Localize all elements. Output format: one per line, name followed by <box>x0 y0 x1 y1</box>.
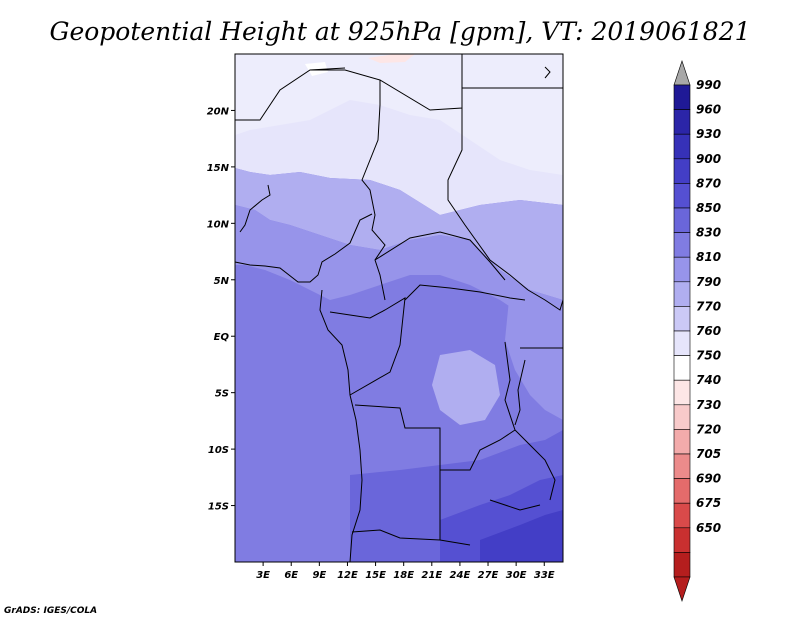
colorbar-label: 650 <box>696 521 721 535</box>
colorbar-label: 930 <box>696 127 721 141</box>
colorbar-swatch <box>673 527 691 553</box>
colorbar-label: 705 <box>696 447 721 461</box>
longitude-ticks: 3E 6E 9E 12E 15E 18E 21E 24E 27E 30E 33E <box>256 562 555 581</box>
lat-tick-label: 5S <box>215 389 229 400</box>
border-tanzania <box>514 359 526 426</box>
lon-tick-label: 18E <box>393 570 414 581</box>
lon-tick-label: 15E <box>365 570 386 581</box>
fill-region-sahara <box>235 54 563 175</box>
colorbar-swatch <box>673 281 691 307</box>
colorbar-swatch <box>673 232 691 258</box>
border-algeria-niger <box>235 67 346 121</box>
lon-tick-label: 12E <box>337 570 358 581</box>
colorbar-swatch <box>673 429 691 455</box>
border-drc-north <box>404 284 526 301</box>
colorbar-swatch <box>673 183 691 209</box>
colorbar-label: 740 <box>696 373 721 387</box>
lat-tick-label: 5N <box>214 276 230 287</box>
lon-tick-label: 30E <box>506 570 527 581</box>
colorbar-label: 850 <box>696 201 721 215</box>
border-car-south <box>374 231 506 281</box>
fill-region-mozambique <box>480 510 563 562</box>
lon-tick-label: 24E <box>450 570 471 581</box>
coastline-guinea <box>239 184 271 233</box>
country-borders <box>234 54 564 563</box>
map-title: Geopotential Height at 925hPa [gpm], VT:… <box>49 17 750 46</box>
lon-tick-label: 3E <box>256 570 270 581</box>
colorbar-label: 790 <box>696 275 721 289</box>
fill-region-sahel <box>235 168 563 300</box>
colorbar-swatch <box>673 502 691 529</box>
colorbar-label: 675 <box>696 496 721 510</box>
map-frame <box>234 53 564 563</box>
colorbar-bottom-arrow <box>673 576 691 602</box>
colorbar-label: 960 <box>696 103 721 117</box>
colorbar-top-arrow <box>673 60 691 86</box>
border-zambia <box>440 429 516 471</box>
lat-tick-label: 10N <box>207 219 230 230</box>
lon-tick-label: 9E <box>312 570 326 581</box>
colorbar-swatch <box>673 453 691 479</box>
latitude-ticks: 20N 15N 10N 5N EQ 5S 10S 15S <box>207 106 235 513</box>
lon-tick-label: 27E <box>478 570 499 581</box>
colorbar-swatch <box>673 330 691 356</box>
border-namibia <box>351 529 471 546</box>
lon-tick-label: 33E <box>534 570 555 581</box>
colorbar-swatch <box>673 478 691 504</box>
colorbar-label: 750 <box>696 349 721 363</box>
lat-tick-label: EQ <box>214 332 230 343</box>
map-panel: 3E 6E 9E 12E 15E 18E 21E 24E 27E 30E 33E 20N 15N 10N… <box>207 53 564 581</box>
lon-tick-label: 6E <box>284 570 298 581</box>
colorbar-label: 900 <box>696 152 721 166</box>
border-congo <box>329 297 406 396</box>
colorbar-swatch <box>673 256 691 283</box>
colorbar-label: 830 <box>696 226 721 240</box>
colorbar-swatch <box>673 552 691 578</box>
colorbar-swatch <box>673 84 691 110</box>
border-sudan <box>447 108 529 291</box>
border-ethiopia <box>527 289 564 311</box>
fill-region-east-highland <box>505 290 563 420</box>
lat-tick-label: 15S <box>208 502 229 513</box>
colorbar-swatch <box>673 404 691 430</box>
colorbar-swatch <box>673 379 691 406</box>
border-zimbabwe <box>489 499 541 511</box>
colorbar-swatch <box>673 355 691 381</box>
colorbar-label: 760 <box>696 324 721 338</box>
colorbar-label: 690 <box>696 472 721 486</box>
fill-region-pink-spot <box>368 54 415 63</box>
coastline-gulf <box>234 213 373 283</box>
colorbar-label: 810 <box>696 250 721 264</box>
colorbar-label: 770 <box>696 299 721 313</box>
lon-tick-label: 21E <box>421 570 442 581</box>
colorbar-label: 730 <box>696 398 721 412</box>
coastline-west-africa <box>319 289 363 563</box>
colorbar-swatch <box>673 306 691 332</box>
grads-credit: GrADS: IGES/COLA <box>4 606 97 616</box>
colorbar-swatch <box>673 133 691 160</box>
colorbar-swatch <box>673 207 691 233</box>
coastline-red-sea <box>544 66 551 79</box>
colorbar: 990 960 930 900 870 850 830 810 790 770 760 750 740 7… <box>673 60 721 602</box>
border-rift-lakes <box>504 341 556 501</box>
fill-region-white-spot <box>305 62 328 76</box>
lat-tick-label: 10S <box>208 445 229 456</box>
colorbar-label: 870 <box>696 176 721 190</box>
colorbar-label: 720 <box>696 422 721 436</box>
height-fill-regions <box>235 54 563 562</box>
colorbar-swatch <box>673 158 691 184</box>
border-angola-drc <box>354 404 441 540</box>
lat-tick-label: 15N <box>207 163 230 174</box>
fill-region-central-high <box>432 350 500 425</box>
fill-region-savanna <box>235 205 563 330</box>
lat-tick-label: 20N <box>207 106 230 117</box>
colorbar-swatch <box>673 109 691 135</box>
border-libya <box>379 54 463 111</box>
colorbar-label: 990 <box>696 78 721 92</box>
